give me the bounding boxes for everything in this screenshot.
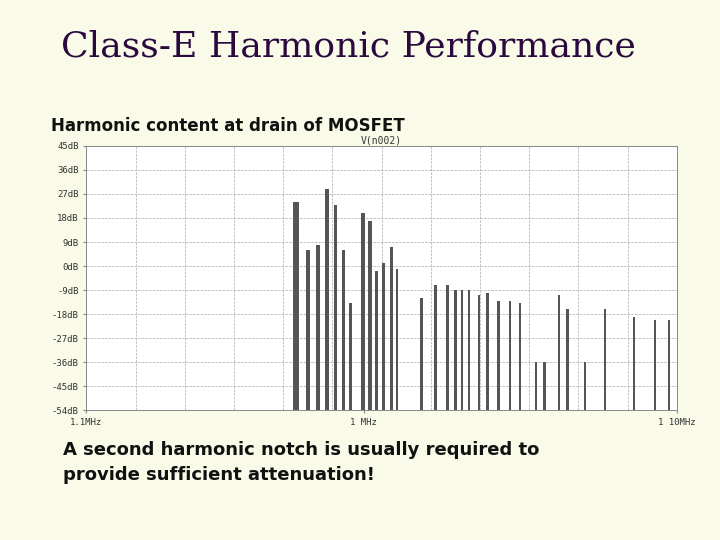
Bar (498, 301, 500, 410)
Bar (461, 290, 463, 410)
Bar (293, 202, 299, 410)
Bar (634, 317, 635, 410)
Bar (325, 188, 329, 410)
Bar (585, 362, 586, 410)
Bar (420, 298, 423, 410)
Bar (454, 290, 456, 410)
Bar (604, 309, 606, 410)
Bar (557, 295, 560, 410)
Bar (467, 290, 470, 410)
Bar (361, 213, 365, 410)
Text: A second harmonic notch is usually required to
provide sufficient attenuation!: A second harmonic notch is usually requi… (63, 441, 539, 484)
Bar (349, 303, 352, 410)
Bar (390, 247, 392, 410)
Bar (654, 320, 656, 410)
Bar (446, 285, 449, 410)
Bar (567, 309, 569, 410)
Bar (334, 205, 337, 410)
Bar (368, 221, 372, 410)
Bar (382, 264, 385, 410)
Bar (509, 301, 511, 410)
Bar (487, 293, 490, 410)
Text: Class-E Harmonic Performance: Class-E Harmonic Performance (61, 30, 636, 64)
Title: V(n002): V(n002) (361, 135, 402, 145)
Bar (434, 285, 437, 410)
Bar (535, 362, 537, 410)
Bar (518, 303, 521, 410)
Bar (668, 320, 670, 410)
Bar (396, 269, 398, 410)
Bar (375, 272, 378, 410)
Bar (306, 250, 310, 410)
Bar (316, 245, 320, 410)
Text: Harmonic content at drain of MOSFET: Harmonic content at drain of MOSFET (51, 117, 405, 134)
Bar (544, 362, 546, 410)
Bar (342, 250, 345, 410)
Bar (477, 295, 480, 410)
